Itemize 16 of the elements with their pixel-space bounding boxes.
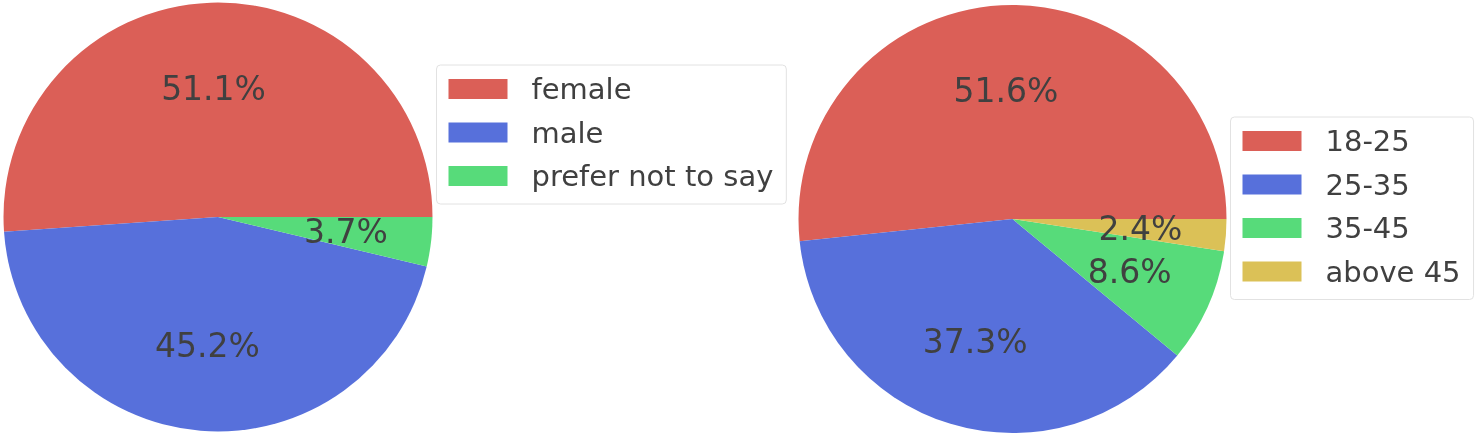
pie-slice (798, 5, 1227, 242)
data-label: 3.7% (303, 212, 388, 252)
data-label: 51.6% (953, 71, 1059, 111)
legend-label: 35-45 (1325, 211, 1410, 245)
data-label: 2.4% (1098, 209, 1183, 249)
data-label: 51.1% (161, 68, 266, 108)
pie-slice (4, 217, 427, 432)
legend-label: prefer not to say (531, 159, 774, 193)
legend-label: male (531, 115, 604, 150)
legend-label: female (531, 72, 632, 106)
legend-label: 18-25 (1325, 124, 1410, 158)
data-label: 8.6% (1087, 252, 1172, 292)
data-label: 37.3% (922, 322, 1028, 362)
data-label: 45.2% (155, 325, 260, 365)
legend-label: 25-35 (1325, 167, 1410, 202)
legend-label: above 45 (1325, 254, 1461, 289)
